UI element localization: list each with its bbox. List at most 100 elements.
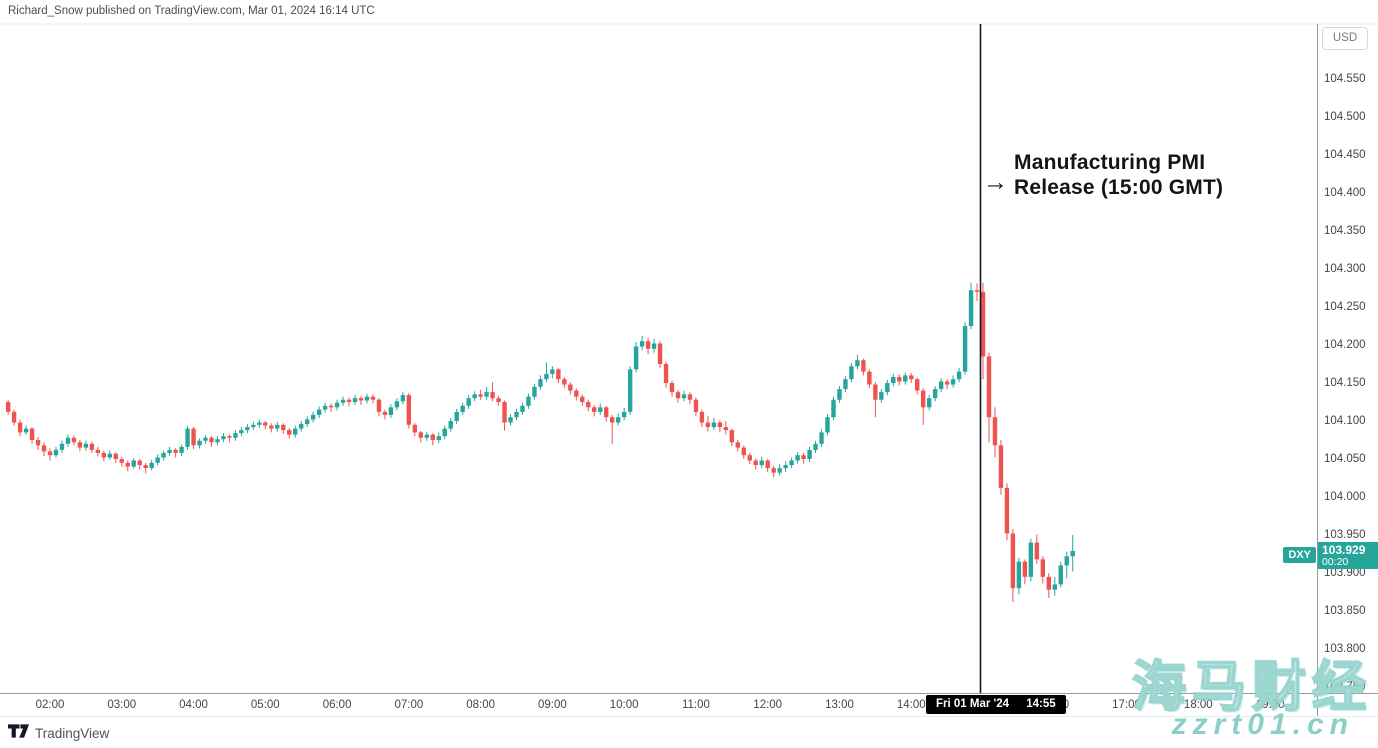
candle	[1016, 557, 1022, 595]
time-tick-label: 19:00	[1255, 699, 1285, 711]
time-tick-label: 04:00	[179, 699, 208, 711]
candle	[298, 421, 304, 432]
candle	[1040, 556, 1046, 584]
candle	[5, 399, 11, 415]
arrow-right-icon: →	[983, 168, 1008, 196]
candle	[568, 382, 573, 395]
candle	[173, 448, 178, 458]
event-annotation: → Manufacturing PMI Release (15:00 GMT)	[983, 150, 1223, 200]
price-tick-label: 104.350	[1324, 225, 1366, 237]
tradingview-brand-label[interactable]: TradingView	[35, 726, 110, 741]
candle	[53, 446, 59, 458]
candle	[938, 378, 944, 393]
candle	[639, 335, 645, 351]
candle	[693, 397, 699, 417]
candle	[723, 421, 729, 435]
candle	[352, 395, 358, 406]
price-tick-label: 104.100	[1324, 415, 1366, 427]
candle	[843, 376, 848, 393]
time-tick-label: 14:00	[896, 699, 926, 711]
candle	[460, 402, 465, 415]
candle	[556, 367, 561, 383]
candle	[227, 434, 232, 443]
candle	[364, 393, 370, 404]
candle	[879, 389, 884, 403]
candle	[855, 354, 860, 370]
candle	[23, 425, 29, 435]
candle	[191, 427, 196, 450]
candle	[197, 438, 202, 449]
price-tick-label: 103.850	[1324, 605, 1366, 617]
candlestick-series	[5, 282, 1075, 602]
candle	[370, 394, 376, 404]
candle	[604, 405, 609, 422]
candle	[400, 392, 406, 405]
time-tick-label: 08:00	[466, 699, 495, 711]
candle	[131, 458, 136, 469]
price-tick-label: 104.200	[1324, 339, 1366, 351]
candle	[287, 427, 292, 439]
candle	[795, 452, 800, 464]
candle	[627, 366, 633, 415]
candle	[921, 388, 926, 425]
candle	[233, 430, 238, 441]
candle	[735, 440, 740, 452]
candle	[526, 393, 531, 409]
candle	[239, 427, 244, 437]
price-tick-label: 104.450	[1324, 149, 1366, 161]
time-tick-label: 12:00	[753, 699, 783, 711]
time-tick-label: 02:00	[35, 699, 65, 711]
currency-usd-button[interactable]: USD	[1322, 27, 1368, 50]
time-tick-label: 13:00	[825, 699, 854, 711]
candle	[484, 386, 489, 400]
candle	[520, 402, 525, 415]
price-tick-label: 103.900	[1324, 567, 1366, 579]
candle	[783, 461, 788, 472]
candle	[974, 283, 980, 301]
candle	[508, 414, 513, 426]
candle	[1064, 551, 1069, 579]
candle	[203, 435, 208, 444]
candle	[281, 423, 286, 434]
time-tick-label: 05:00	[250, 699, 280, 711]
price-tick-label: 104.050	[1324, 453, 1366, 465]
candle	[161, 450, 166, 461]
candle	[586, 399, 591, 412]
candle	[472, 391, 477, 402]
candle	[926, 395, 932, 411]
candle	[83, 440, 89, 451]
candle	[263, 421, 268, 430]
time-tick-label: 10:00	[609, 699, 639, 711]
candle	[143, 462, 148, 474]
candle	[490, 382, 495, 402]
candle	[346, 397, 352, 407]
candle	[125, 460, 130, 472]
time-tick-label: 07:00	[394, 699, 424, 711]
candle	[251, 421, 256, 431]
candle	[179, 444, 184, 456]
candle	[885, 379, 890, 396]
candle	[1052, 576, 1057, 596]
time-tick-label: 03:00	[107, 699, 137, 711]
time-tick-label: 09:00	[537, 699, 567, 711]
candle	[245, 424, 250, 434]
price-tick-label: 103.750	[1324, 681, 1366, 693]
time-tick-label: 06:00	[322, 699, 352, 711]
time-tick-label: 17:00	[1112, 699, 1141, 711]
candle	[747, 452, 752, 465]
candle	[1070, 535, 1075, 572]
candle	[221, 433, 226, 443]
candle	[651, 338, 657, 353]
tradingview-logo-icon[interactable]	[8, 724, 29, 743]
annotation-line-2: Release (15:00 GMT)	[1014, 176, 1224, 199]
crosshair-date: Fri 01 Mar '24	[936, 698, 1010, 710]
price-tick-label: 103.800	[1324, 643, 1366, 655]
candle	[621, 408, 627, 421]
candle	[932, 386, 938, 402]
last-price-value: 103.929	[1322, 543, 1366, 557]
candle	[986, 352, 992, 443]
candle	[215, 436, 220, 446]
candle	[107, 450, 113, 460]
candle	[442, 425, 447, 440]
